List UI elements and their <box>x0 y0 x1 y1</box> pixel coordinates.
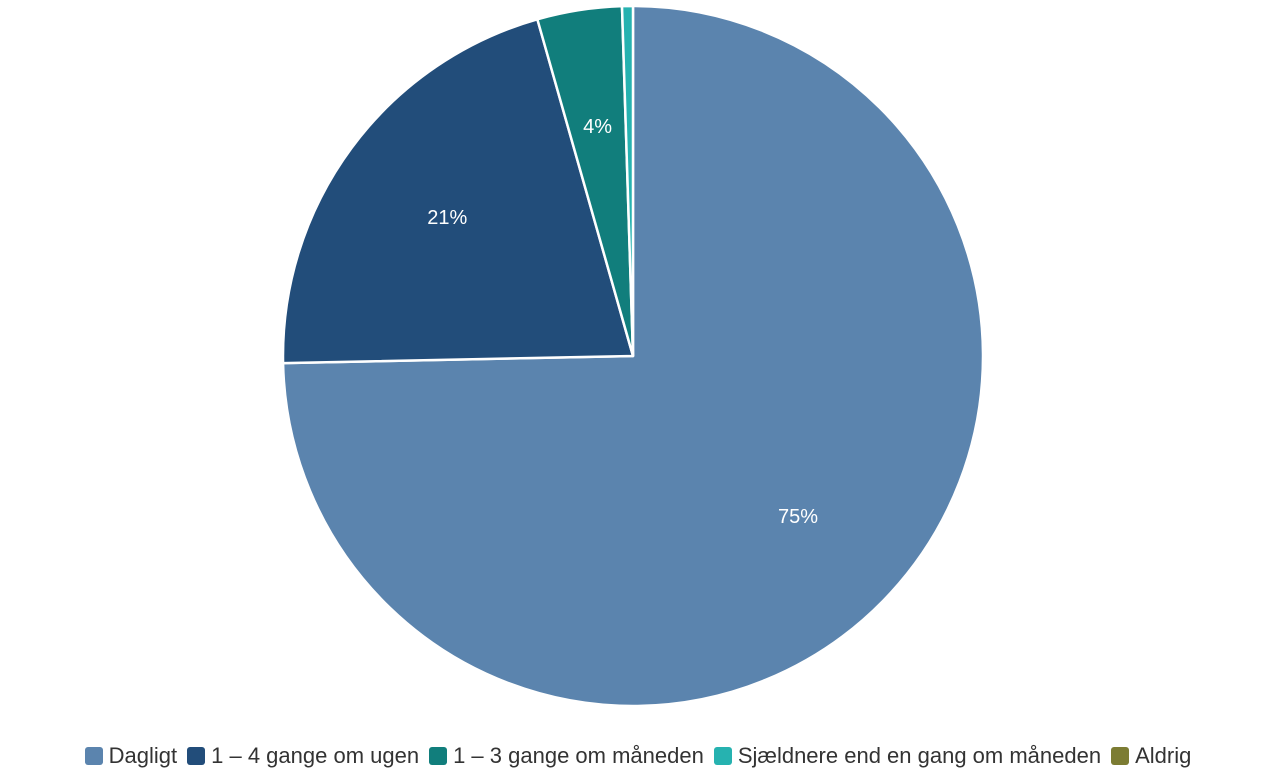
pie-plot-area: 75% 21% 4% <box>281 4 985 708</box>
slice-label-dagligt: 75% <box>778 506 818 528</box>
legend-swatch-icon <box>187 747 206 765</box>
legend-swatch-icon <box>1111 747 1130 765</box>
legend-label: Dagligt <box>108 743 178 768</box>
legend-label: Sjældnere end en gang om måneden <box>737 743 1102 768</box>
legend-item-sjældnere-end-en-gang-om-måneden[interactable]: Sjældnere end en gang om måneden <box>713 743 1102 769</box>
pie-slice-1-4-gange-om-ugen[interactable] <box>281 18 635 365</box>
slice-label-1-3-gange-om-måneden: 4% <box>583 116 612 138</box>
legend-item-aldrig[interactable]: Aldrig <box>1111 743 1191 769</box>
legend-item-dagligt[interactable]: Dagligt <box>84 743 178 769</box>
legend-label: Aldrig <box>1135 743 1192 768</box>
legend-swatch-icon <box>429 747 448 765</box>
legend-label: 1 – 3 gange om måneden <box>453 743 704 768</box>
pie-slice-dagligt[interactable] <box>281 4 985 708</box>
slice-label-1-4-gange-om-ugen: 21% <box>427 207 467 229</box>
pie-slices <box>281 4 985 708</box>
legend-label: 1 – 4 gange om ugen <box>211 743 420 768</box>
legend-swatch-icon <box>713 747 732 765</box>
chart-legend: Dagligt 1 – 4 gange om ugen 1 – 3 gange om… <box>0 740 1276 772</box>
legend-item-1-3-gange-om-måneden[interactable]: 1 – 3 gange om måneden <box>429 743 704 769</box>
legend-swatch-icon <box>84 747 103 765</box>
slice-labels: 75% 21% 4% <box>427 116 818 528</box>
legend-item-1-4-gange-om-ugen[interactable]: 1 – 4 gange om ugen <box>187 743 419 769</box>
pie-slice-sjældnere-end-en-gang-om-måneden[interactable] <box>620 4 635 358</box>
